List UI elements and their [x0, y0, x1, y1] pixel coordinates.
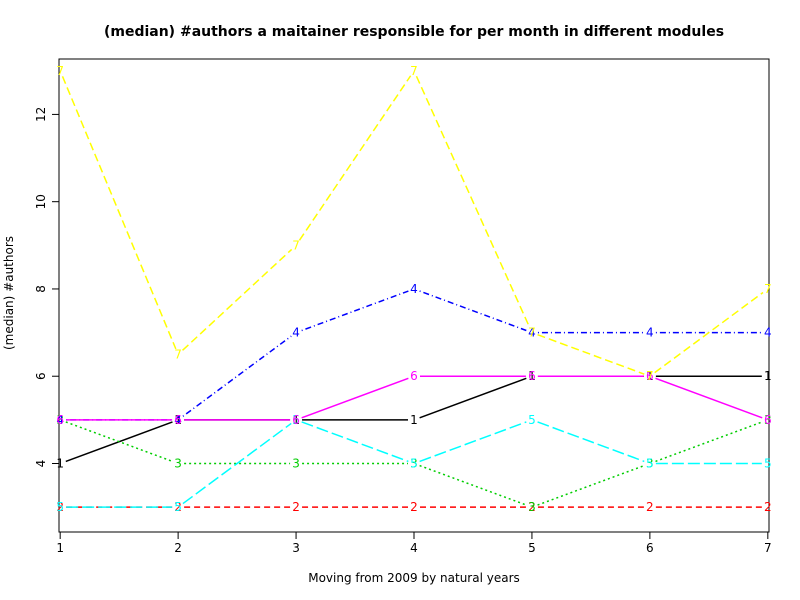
series-2-point: 2: [174, 500, 182, 514]
series-3-point: 3: [646, 456, 654, 470]
series-1-segment: [419, 377, 527, 419]
series-5-point: 5: [410, 456, 418, 470]
series-6-point: 6: [292, 413, 300, 427]
series-6-point: 6: [528, 369, 536, 383]
series-5-segment: [182, 422, 292, 505]
series-7-point: 7: [410, 64, 418, 78]
y-axis-label: (median) #authors: [2, 236, 16, 350]
series-5-segment: [301, 421, 409, 463]
series-4-point: 4: [528, 326, 536, 340]
series-2-point: 2: [410, 500, 418, 514]
x-tick-label: 6: [646, 541, 654, 555]
series-1-point: 1: [292, 413, 300, 427]
x-tick-label: 4: [410, 541, 418, 555]
series-1-point: 1: [410, 413, 418, 427]
series-7-point: 7: [56, 64, 64, 78]
series-1-point: 1: [174, 413, 182, 427]
series-7-segment: [298, 75, 412, 241]
y-tick-label: 12: [34, 107, 48, 122]
series-2-point: 2: [56, 500, 64, 514]
series-7-segment: [61, 76, 177, 350]
series-7-point: 7: [764, 282, 772, 296]
x-tick-label: 1: [56, 541, 64, 555]
series-3-segment: [537, 464, 645, 506]
y-tick-label: 6: [34, 372, 48, 380]
series-5-segment: [537, 421, 645, 463]
series-1-point: 1: [646, 369, 654, 383]
series-2-point: 2: [292, 500, 300, 514]
x-tick-label: 5: [528, 541, 536, 555]
series-5-point: 5: [528, 413, 536, 427]
y-tick-label: 10: [34, 194, 48, 209]
series-3-segment: [65, 421, 173, 463]
series-5-point: 5: [174, 500, 182, 514]
series-3-point: 3: [528, 500, 536, 514]
series-6-point: 6: [764, 413, 772, 427]
series-4-point: 4: [174, 413, 182, 427]
series-3-point: 3: [56, 413, 64, 427]
x-tick-label: 3: [292, 541, 300, 555]
series-7-point: 7: [528, 326, 536, 340]
series-6: 6 6 6 6 6 6 6: [56, 369, 771, 427]
x-tick-label: 2: [174, 541, 182, 555]
series-2-point: 2: [528, 500, 536, 514]
series-5-point: 5: [56, 500, 64, 514]
series-4-point: 4: [292, 326, 300, 340]
series-6-segment: [655, 377, 763, 419]
series-3-point: 3: [174, 456, 182, 470]
series-4-segment: [301, 290, 409, 332]
series-7: 7 7 7 7 7 7 7: [56, 64, 771, 383]
series-6-point: 6: [174, 413, 182, 427]
series-2-point: 2: [646, 500, 654, 514]
series-1-point: 1: [528, 369, 536, 383]
series-6-segment: [301, 377, 409, 419]
series-6-point: 6: [646, 369, 654, 383]
series-7-segment: [537, 333, 645, 375]
series-3-point: 3: [764, 413, 772, 427]
y-axis: 4 6 8 10 12: [34, 107, 60, 468]
series-4-point: 4: [764, 326, 772, 340]
series-4-point: 4: [646, 326, 654, 340]
series-6-point: 6: [410, 369, 418, 383]
y-tick-label: 4: [34, 460, 48, 468]
chart-title: (median) #authors a maitainer responsibl…: [104, 24, 724, 40]
series-4-point: 4: [410, 282, 418, 296]
series-1-point: 1: [764, 369, 772, 383]
series-7-segment: [415, 75, 531, 328]
x-tick-label: 7: [764, 541, 772, 555]
y-tick-label: 8: [34, 285, 48, 293]
series-5-point: 5: [292, 413, 300, 427]
series-5-point: 5: [646, 456, 654, 470]
series-2-point: 2: [764, 500, 772, 514]
series-3-segment: [655, 421, 763, 463]
series-7-segment: [654, 291, 764, 374]
series-5-point: 5: [764, 456, 772, 470]
series-7-point: 7: [174, 347, 182, 361]
series-5: 5 5 5 5 5 5 5: [56, 413, 771, 514]
series-3-point: 3: [292, 456, 300, 470]
series-3-segment: [419, 464, 527, 506]
series-5-segment: [419, 421, 527, 463]
series-7-segment: [182, 248, 293, 351]
x-axis-label: Moving from 2009 by natural years: [308, 571, 520, 585]
series-4-point: 4: [56, 413, 64, 427]
series-4-segment: [419, 290, 527, 332]
series-7-point: 7: [292, 238, 300, 252]
series-6-point: 6: [56, 413, 64, 427]
series-3-point: 3: [410, 456, 418, 470]
series-3: 3 3 3 3 3 3 3: [56, 413, 771, 514]
series-4-segment: [182, 335, 292, 417]
series-7-point: 7: [646, 369, 654, 383]
x-axis: 1 2 3 4 5 6 7: [56, 531, 772, 555]
series-1-point: 1: [56, 456, 64, 470]
